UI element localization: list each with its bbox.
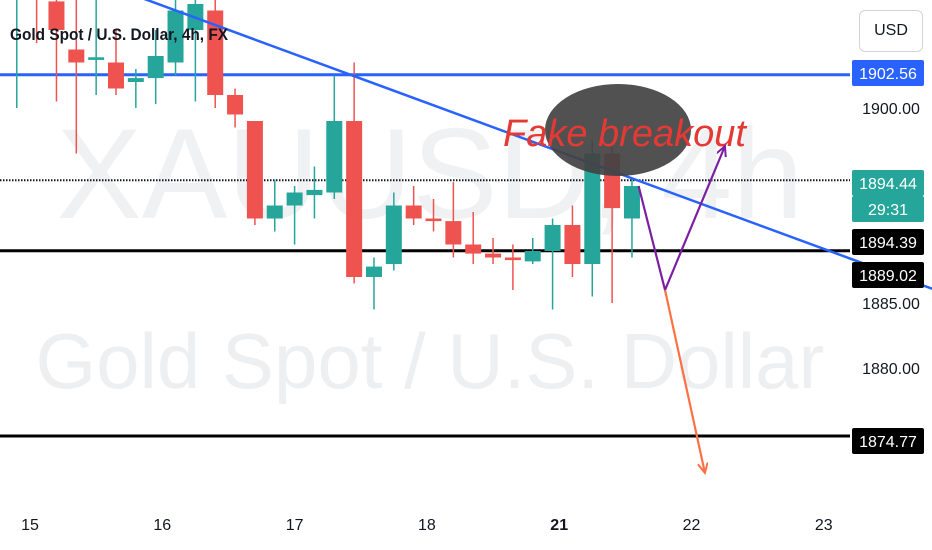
candle-28 — [564, 205, 581, 277]
candle-21 — [425, 199, 442, 232]
candle-body — [465, 244, 482, 254]
candle-24 — [485, 238, 502, 264]
candle-body — [365, 266, 382, 277]
candle-body — [623, 186, 640, 219]
candle-23 — [465, 212, 482, 264]
price-badge-bg — [852, 229, 924, 255]
price-badge: 1902.56 — [852, 60, 924, 86]
time-tick-label: 21 — [550, 517, 568, 534]
time-tick-label: 16 — [153, 517, 171, 534]
candle-4 — [88, 0, 105, 95]
candle-body — [445, 221, 462, 245]
candle-body — [405, 205, 422, 219]
time-tick-label: 22 — [683, 517, 701, 534]
watermark-description: Gold Spot / U.S. Dollar — [36, 317, 825, 405]
price-badge: 1894.44 — [852, 170, 924, 196]
price-badge-text: 1902.56 — [859, 66, 917, 83]
price-badge-text: 1894.44 — [859, 176, 917, 193]
candle-body — [68, 49, 85, 63]
fake-breakout-label: Fake breakout — [503, 113, 747, 155]
candle-body — [227, 95, 244, 115]
price-badge-bg — [852, 170, 924, 196]
price-tick-label: 1885.00 — [862, 296, 920, 313]
price-badge: 1894.39 — [852, 229, 924, 255]
price-badge-text: 1894.39 — [859, 235, 917, 252]
candle-body — [127, 78, 144, 82]
candle-14 — [286, 186, 303, 245]
candle-11 — [227, 88, 244, 128]
candle-19 — [385, 192, 402, 271]
candle-5 — [107, 30, 124, 95]
currency-button[interactable]: USD — [859, 10, 923, 52]
candle-body — [326, 121, 343, 193]
candle-6 — [127, 69, 144, 108]
price-badge: 1889.02 — [852, 262, 924, 288]
price-badge-text: 29:31 — [868, 202, 908, 219]
price-badge-bg — [852, 428, 924, 454]
price-badge-bg — [852, 262, 924, 288]
candle-26 — [524, 238, 541, 264]
candle-2 — [48, 0, 65, 102]
time-tick-label: 18 — [418, 517, 436, 534]
candle-12 — [246, 121, 263, 225]
horizontal-lines — [0, 73, 850, 438]
candle-body — [167, 10, 184, 63]
candle-8 — [167, 0, 184, 76]
price-badge: 1874.77 — [852, 428, 924, 454]
price-badge: 29:31 — [852, 196, 924, 222]
candle-body — [207, 10, 224, 95]
candle-body — [544, 225, 561, 251]
candle-27 — [544, 218, 561, 310]
currency-label: USD — [874, 22, 908, 39]
candle-18 — [365, 257, 382, 310]
candle-22 — [445, 182, 462, 258]
candle-body — [147, 56, 164, 79]
candle-3 — [68, 0, 85, 154]
candle-0 — [16, 0, 18, 108]
time-tick-label: 15 — [21, 517, 39, 534]
candle-body — [266, 205, 283, 219]
candle-body — [346, 121, 363, 277]
candle-25 — [504, 244, 521, 290]
chart-title: Gold Spot / U.S. Dollar, 4h, FX — [10, 25, 229, 44]
candle-10 — [207, 0, 224, 108]
candle-body — [485, 253, 502, 258]
candle-body — [107, 62, 124, 89]
candle-body — [306, 189, 323, 196]
price-badge-bg — [852, 60, 924, 86]
candle-1 — [35, 0, 38, 43]
candle-body — [88, 57, 105, 60]
annotation-layer: Fake breakout — [503, 84, 747, 176]
candle-body — [286, 192, 303, 206]
candle-13 — [266, 179, 283, 232]
time-tick-label: 23 — [815, 517, 833, 534]
candle-body — [48, 1, 65, 31]
candle-body — [504, 257, 521, 261]
candle-20 — [405, 186, 422, 225]
projection-orange-arrow — [663, 289, 705, 472]
price-badge-bg — [852, 196, 924, 222]
price-tick-label: 1900.00 — [862, 101, 920, 118]
candle-body — [425, 218, 442, 222]
projection-layer — [637, 147, 725, 472]
time-tick-label: 17 — [286, 517, 304, 534]
candle-16 — [326, 75, 343, 199]
price-badge-text: 1889.02 — [859, 268, 917, 285]
time-axis[interactable]: 15 16 17 18 21 22 23 — [21, 517, 833, 534]
candle-body — [564, 225, 581, 264]
candle-31 — [623, 179, 640, 258]
candle-body — [385, 205, 402, 264]
candle-body — [246, 121, 263, 219]
fake-breakout-ellipse[interactable] — [545, 84, 691, 176]
candle-17 — [346, 62, 363, 284]
price-tick-label: 1880.00 — [862, 361, 920, 378]
candle-body — [584, 153, 601, 264]
candle-7 — [147, 30, 164, 105]
candle-body — [524, 251, 541, 262]
price-axis[interactable]: 1900.00 1885.00 1880.00 1902.56 1894.44 29:31… — [852, 60, 924, 454]
price-badge-text: 1874.77 — [859, 434, 917, 451]
candle-15 — [306, 166, 323, 219]
